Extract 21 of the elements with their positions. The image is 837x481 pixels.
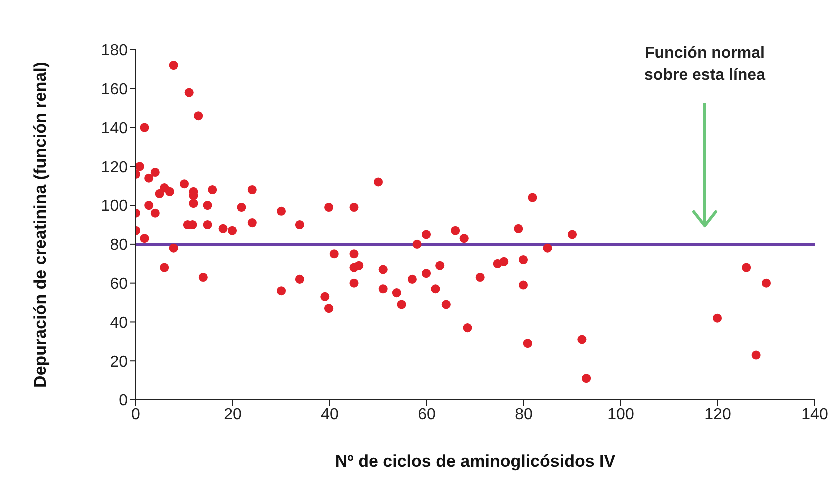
x-tick-label: 80 (515, 406, 533, 424)
x-tick-label: 60 (418, 406, 436, 424)
y-tick-label: 60 (110, 276, 128, 294)
x-tick-label: 20 (224, 406, 242, 424)
y-tick-label: 140 (101, 120, 128, 138)
y-tick-label: 100 (101, 198, 128, 216)
x-tick-label: 120 (704, 406, 732, 424)
y-tick-label: 160 (101, 82, 128, 99)
y-tick-label: 120 (101, 159, 128, 176)
annotation: Función normal sobre esta línea (644, 45, 766, 84)
y-tick-label: 180 (101, 42, 128, 60)
y-tick-label: 40 (110, 314, 128, 332)
x-tick-label: 100 (608, 406, 634, 424)
y-tick-label: 20 (110, 354, 128, 371)
y-tick-label: 0 (119, 392, 128, 410)
x-tick-label: 140 (802, 406, 828, 424)
x-tick-label: 40 (321, 406, 339, 424)
x-axis-title: Nº de ciclos de aminoglicósidos IV (335, 452, 616, 471)
y-axis-title: Depuración de creatinina (función renal) (31, 62, 50, 388)
y-tick-label: 80 (110, 237, 128, 254)
x-tick-label: 0 (132, 406, 141, 424)
